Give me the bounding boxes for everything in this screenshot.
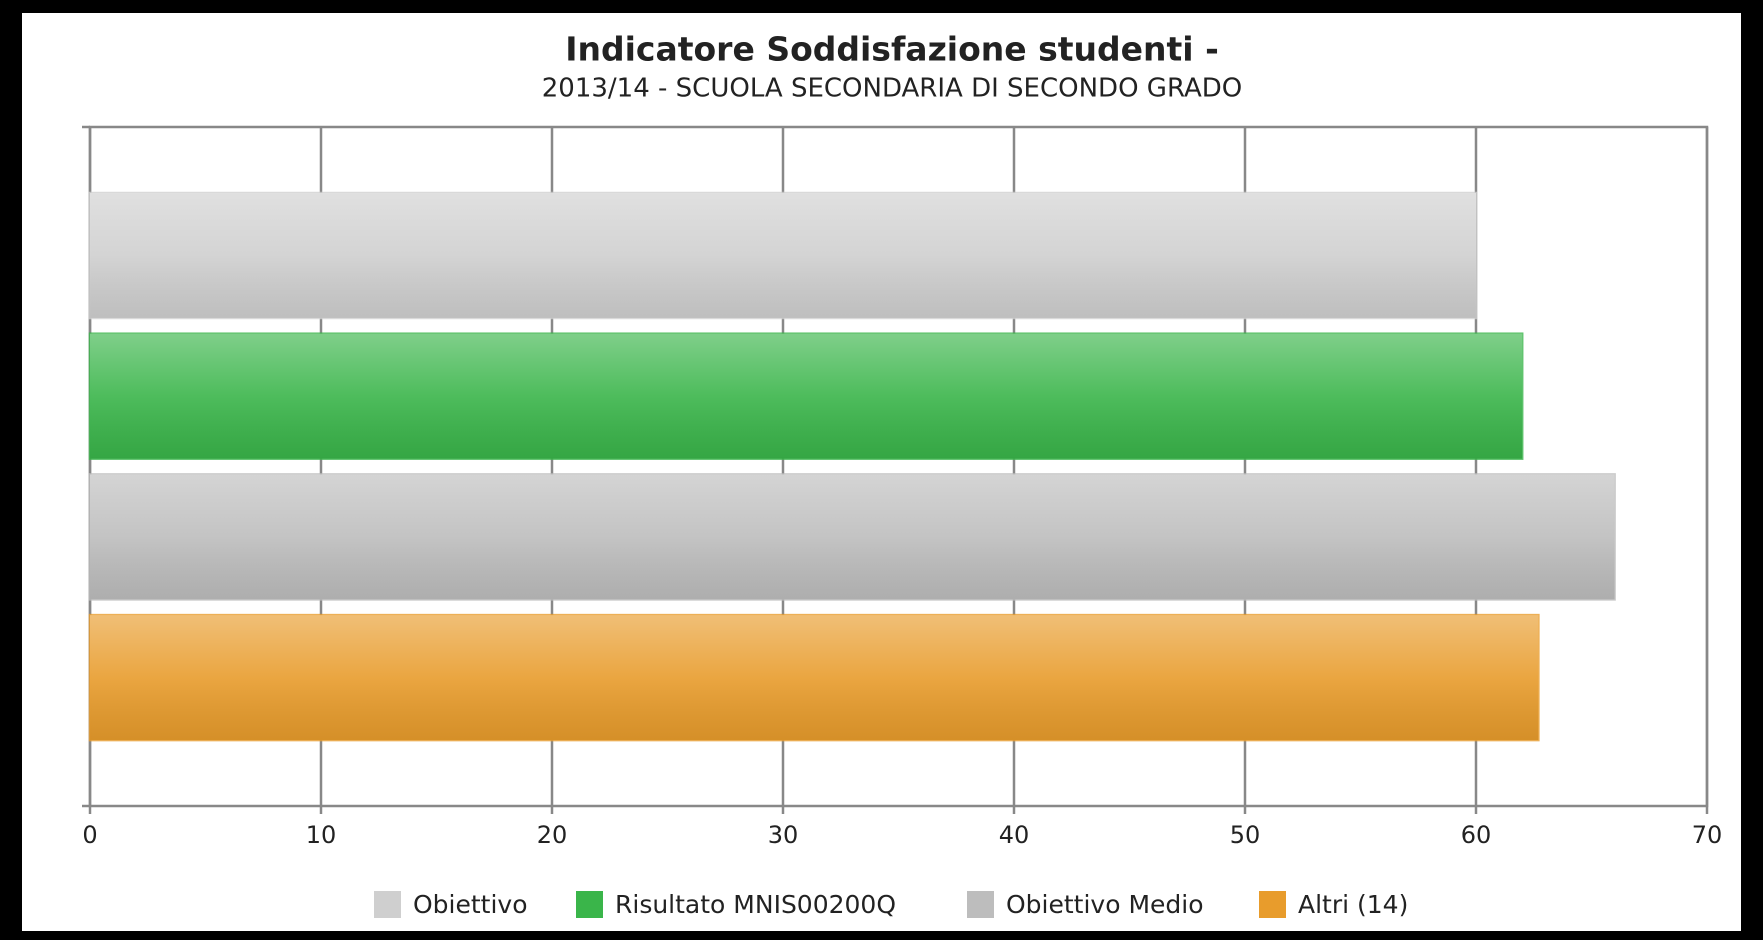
legend-swatch bbox=[576, 891, 603, 918]
bar-shine bbox=[90, 615, 1539, 741]
x-tick-label: 40 bbox=[999, 821, 1030, 849]
x-tick-label: 20 bbox=[537, 821, 568, 849]
bar-shine bbox=[90, 474, 1615, 600]
x-tick-label: 30 bbox=[768, 821, 799, 849]
legend-label: Obiettivo bbox=[413, 890, 528, 919]
x-tick-label: 10 bbox=[306, 821, 337, 849]
legend-label: Risultato MNIS00200Q bbox=[615, 890, 896, 919]
x-tick-label: 50 bbox=[1230, 821, 1261, 849]
panel bbox=[22, 13, 1741, 931]
legend-swatch bbox=[967, 891, 994, 918]
chart-subtitle: 2013/14 - SCUOLA SECONDARIA DI SECONDO G… bbox=[542, 74, 1242, 104]
chart-title: Indicatore Soddisfazione studenti - bbox=[565, 30, 1219, 69]
legend-swatch bbox=[1259, 891, 1286, 918]
legend-label: Altri (14) bbox=[1298, 890, 1408, 919]
bar-shine bbox=[90, 333, 1523, 459]
x-tick-label: 70 bbox=[1692, 821, 1723, 849]
legend-swatch bbox=[374, 891, 401, 918]
x-tick-label: 60 bbox=[1461, 821, 1492, 849]
x-tick-label: 0 bbox=[82, 821, 97, 849]
bar-shine bbox=[90, 193, 1476, 318]
legend-label: Obiettivo Medio bbox=[1006, 890, 1204, 919]
